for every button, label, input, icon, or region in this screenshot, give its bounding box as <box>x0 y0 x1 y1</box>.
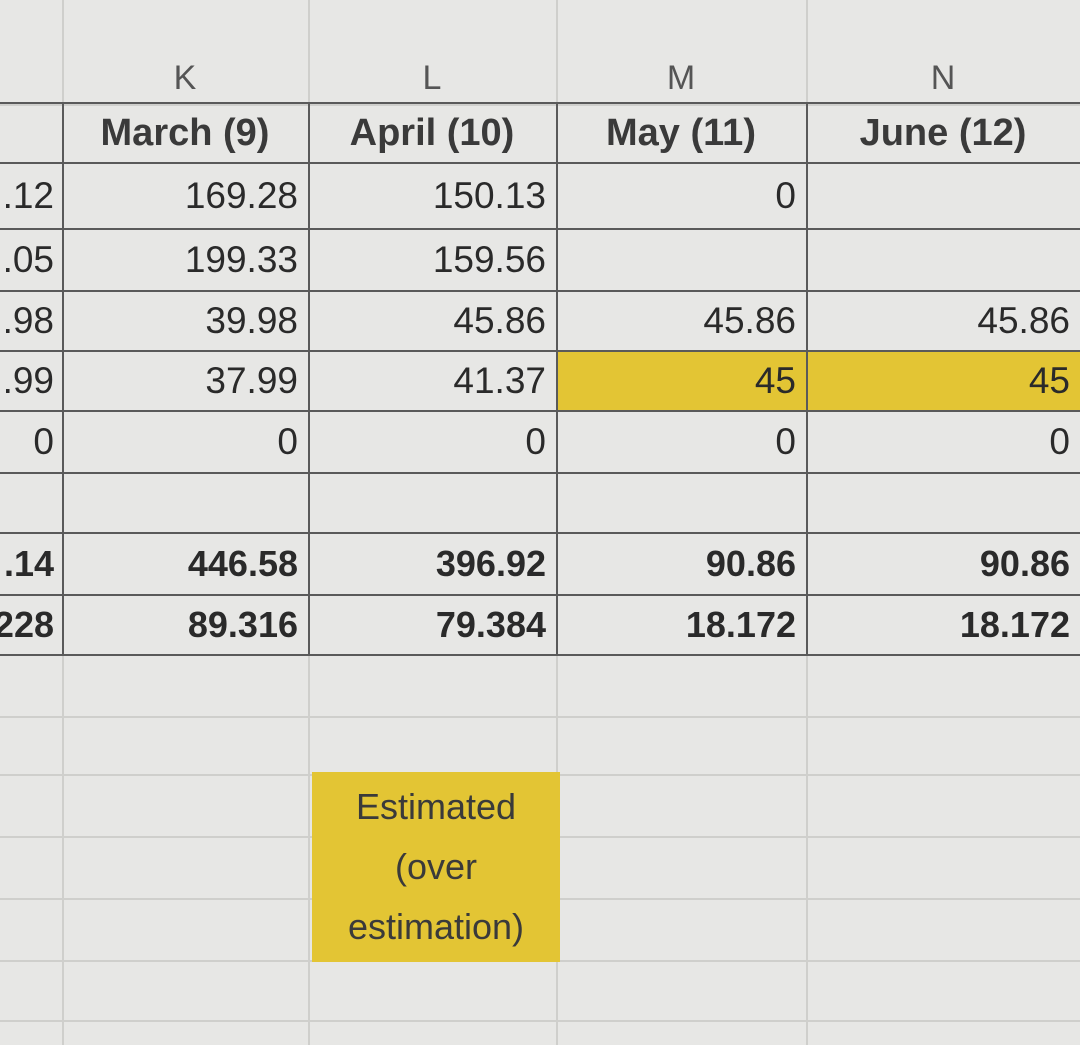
table-cell[interactable] <box>806 164 1080 228</box>
table-cell-highlight[interactable] <box>556 350 806 410</box>
note-line-2: (over <box>394 846 478 887</box>
table-cell[interactable]: 39.98 <box>205 300 298 341</box>
average-cell[interactable]: 79.384 <box>435 604 546 645</box>
estimated-note-cell[interactable]: Estimated (over estimation) <box>312 772 560 962</box>
table-border <box>0 350 1080 352</box>
gridline <box>0 104 1080 106</box>
table-cell[interactable]: 45 <box>1028 360 1070 401</box>
table-cell[interactable]: 150.13 <box>432 175 546 216</box>
table-border <box>0 532 1080 534</box>
note-line-3: estimation) <box>347 906 525 947</box>
table-cell[interactable]: 0 <box>277 421 298 462</box>
partial-cell[interactable]: .05 <box>2 239 54 280</box>
average-cell[interactable]: 18.172 <box>959 604 1070 645</box>
table-cell[interactable] <box>62 474 308 532</box>
gridline <box>0 1020 1080 1022</box>
total-cell[interactable]: 446.58 <box>187 543 298 584</box>
partial-cell[interactable]: .12 <box>2 175 54 216</box>
partial-cell[interactable]: .99 <box>2 360 54 401</box>
table-cell[interactable]: 41.37 <box>453 360 546 401</box>
column-header-k[interactable]: K <box>173 59 197 97</box>
table-border <box>0 472 1080 474</box>
table-cell[interactable]: 0 <box>525 421 546 462</box>
table-border <box>0 162 1080 164</box>
header-cell-may[interactable]: May (11) <box>606 111 756 154</box>
table-border <box>556 102 558 656</box>
table-border <box>62 102 64 656</box>
average-cell[interactable]: 18.172 <box>685 604 796 645</box>
table-border <box>0 102 1080 104</box>
note-line-1: Estimated <box>355 786 517 827</box>
column-header-m[interactable]: M <box>666 59 696 97</box>
partial-cell[interactable]: .14 <box>3 543 54 584</box>
table-border <box>0 228 1080 230</box>
table-cell[interactable]: 0 <box>1049 421 1070 462</box>
table-cell-highlight[interactable] <box>806 350 1080 410</box>
total-cell[interactable]: 90.86 <box>979 543 1070 584</box>
table-cell[interactable]: 45.86 <box>977 300 1070 341</box>
table-cell[interactable]: 199.33 <box>184 239 298 280</box>
table-cell[interactable]: 45.86 <box>453 300 546 341</box>
table-cell[interactable]: 169.28 <box>184 175 298 216</box>
header-cell-june[interactable]: June (12) <box>859 111 1027 154</box>
partial-cell[interactable]: .98 <box>2 300 54 341</box>
table-border <box>0 594 1080 596</box>
table-cell[interactable] <box>806 230 1080 290</box>
table-border <box>308 102 310 656</box>
table-cell[interactable]: 45 <box>754 360 796 401</box>
total-cell[interactable]: 90.86 <box>705 543 796 584</box>
partial-cell[interactable]: 228 <box>0 604 54 645</box>
partial-cell[interactable] <box>0 474 62 532</box>
table-cell[interactable]: 0 <box>775 175 796 216</box>
table-border <box>0 654 1080 656</box>
gridline <box>0 716 1080 718</box>
table-border <box>0 290 1080 292</box>
table-cell[interactable]: 37.99 <box>205 360 298 401</box>
table-border <box>0 410 1080 412</box>
partial-cell[interactable]: 0 <box>33 421 54 462</box>
header-cell-march[interactable]: March (9) <box>100 111 270 154</box>
table-cell[interactable] <box>556 474 806 532</box>
table-cell[interactable] <box>556 230 806 290</box>
header-cell-april[interactable]: April (10) <box>349 111 515 154</box>
table-cell[interactable]: 159.56 <box>432 239 546 280</box>
table-border <box>806 102 808 656</box>
column-header-n[interactable]: N <box>930 59 956 97</box>
table-cell[interactable]: 45.86 <box>703 300 796 341</box>
total-cell[interactable]: 396.92 <box>435 543 546 584</box>
column-header-l[interactable]: L <box>422 59 442 97</box>
table-cell[interactable] <box>308 474 556 532</box>
table-cell[interactable]: 0 <box>775 421 796 462</box>
table-cell[interactable] <box>806 474 1080 532</box>
average-cell[interactable]: 89.316 <box>187 604 298 645</box>
